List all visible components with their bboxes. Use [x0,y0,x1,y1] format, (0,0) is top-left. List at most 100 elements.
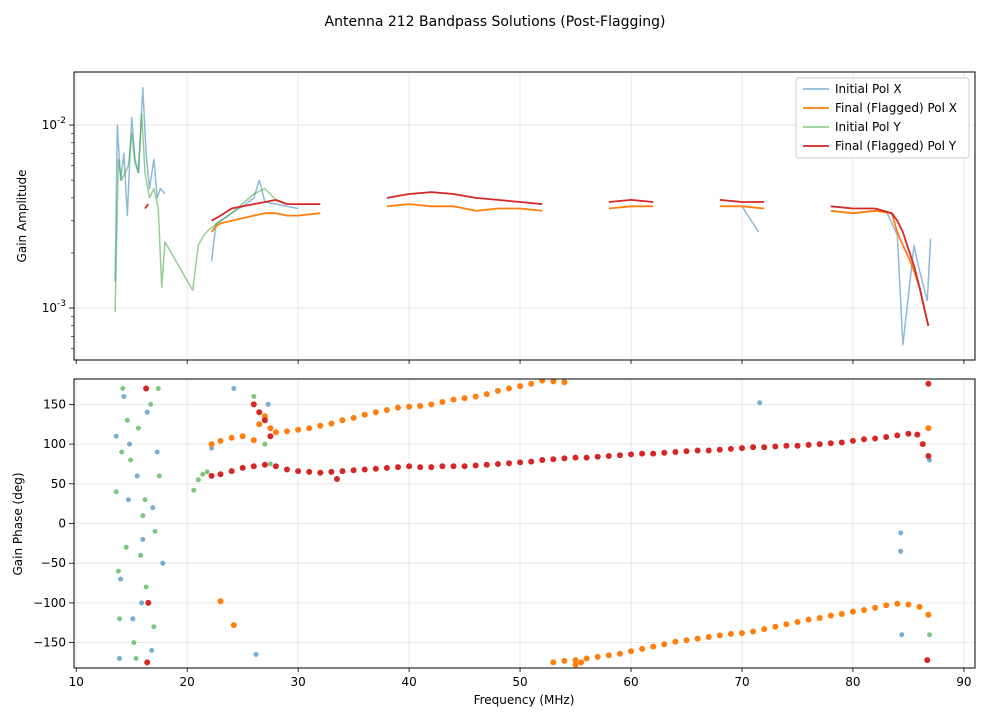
phase-point-3-49 [727,445,734,452]
phase-point-1-9 [284,428,290,435]
phase-point-1-20 [406,403,413,410]
phase-y-axis-label: Gain Phase (deg) [11,472,25,575]
phase-point-1-55 [750,628,757,635]
phase-point-3-11 [306,468,313,475]
phase-series [113,379,932,668]
phase-point-1-74 [925,425,932,432]
phase-series-3 [143,380,932,666]
phase-point-0-11 [117,656,122,661]
phase-point-0-16 [231,386,237,391]
amp-line-3-seg-1 [211,199,321,222]
phase-point-1-25 [461,395,468,402]
legend-box [795,77,970,159]
phase-point-1-23 [439,399,446,405]
phase-point-3-53 [772,443,779,450]
phase-point-2-1 [117,616,122,622]
phase-point-3-58 [827,440,834,447]
phase-point-1-36 [578,659,585,666]
phase-point-2-0 [113,489,119,495]
amp-line-1-seg-6 [719,205,765,210]
phase-point-0-7 [144,409,150,415]
phase-point-0-18 [265,401,271,407]
ph-y-tick-label-150: 150 [43,397,66,411]
phase-point-2-28 [927,632,932,638]
legend-label-0: Initial Pol X [835,82,902,96]
phase-point-1-11 [306,425,313,432]
phase-point-0-1 [118,576,124,582]
phase-point-1-16 [361,411,368,418]
amp-line-3-seg-0 [144,203,150,210]
ph-y-tick-label--150: −150 [33,636,66,650]
phase-point-1-60 [805,616,812,623]
phase-point-2-17 [119,449,125,455]
phase-point-1-71 [925,611,932,618]
phase-point-3-72 [267,433,274,440]
phase-point-1-13 [328,420,335,427]
phase-point-3-2 [208,472,215,479]
phase-point-0-6 [140,536,146,542]
phase-point-3-6 [250,463,257,470]
phase-point-2-23 [204,469,210,475]
phase-point-1-49 [683,637,690,644]
phase-point-0-8 [149,648,155,653]
phase-point-1-59 [794,619,801,625]
phase-point-1-40 [583,655,590,662]
amp-line-3-seg-5 [608,199,654,203]
phase-point-1-68 [894,600,901,607]
phase-point-2-16 [151,624,157,630]
phase-point-2-11 [156,473,162,479]
phase-point-3-13 [328,468,335,475]
phase-point-1-43 [616,650,623,657]
phase-point-3-23 [439,463,446,470]
amplitude-x-ticks [75,360,965,364]
ph-y-tick-label--100: −100 [33,596,66,610]
phase-point-3-36 [583,454,590,461]
phase-point-1-65 [861,607,867,613]
phase-point-3-65 [905,430,912,437]
phase-point-1-17 [372,409,379,416]
phase-point-1-48 [672,638,679,645]
phase-point-3-35 [572,454,579,461]
phase-point-1-42 [605,652,612,659]
amp-line-1-seg-0 [210,212,321,233]
phase-point-3-7 [261,461,268,468]
phase-point-2-9 [148,401,154,407]
phase-point-2-4 [128,457,134,463]
phase-point-1-66 [872,604,879,611]
phase-point-1-37 [550,659,557,666]
phase-point-1-0 [208,441,215,448]
x-tick-label-70: 70 [734,675,749,689]
phase-point-2-14 [133,656,139,661]
amplitude-y-axis-label: Gain Amplitude [15,170,29,263]
phase-point-3-69 [250,401,257,408]
phase-point-2-20 [191,487,197,493]
phase-point-1-31 [528,380,535,387]
phase-point-0-12 [127,441,132,447]
legend: Initial Pol X Final (Flagged) Pol X Initia… [795,77,970,159]
phase-point-1-73 [230,622,237,629]
phase-point-3-19 [395,464,401,471]
phase-point-0-0 [113,433,119,439]
amp-line-0-seg-0 [114,86,166,282]
phase-point-3-3 [217,471,224,478]
phase-point-1-19 [395,404,401,411]
x-tick-label-40: 40 [401,675,416,689]
x-tick-label-20: 20 [180,675,195,689]
phase-point-3-38 [605,453,612,459]
phase-point-3-56 [805,441,812,448]
phase-point-3-31 [528,458,535,465]
phase-point-3-60 [849,437,856,444]
phase-point-3-59 [838,439,845,446]
phase-point-3-0 [143,385,150,392]
phase-point-3-29 [506,460,512,467]
phase-point-1-24 [450,396,457,403]
ph-y-tick-label-0: 0 [58,517,66,531]
phase-point-1-32 [539,379,546,384]
ph-y-tick-label-100: 100 [43,437,66,451]
phase-point-3-71 [261,417,268,424]
phase-point-1-70 [916,603,923,610]
phase-y-ticks: −150 −100 −50 0 50 100 150 [33,397,74,650]
phase-point-2-2 [120,386,126,391]
phase-point-1-47 [661,641,668,648]
